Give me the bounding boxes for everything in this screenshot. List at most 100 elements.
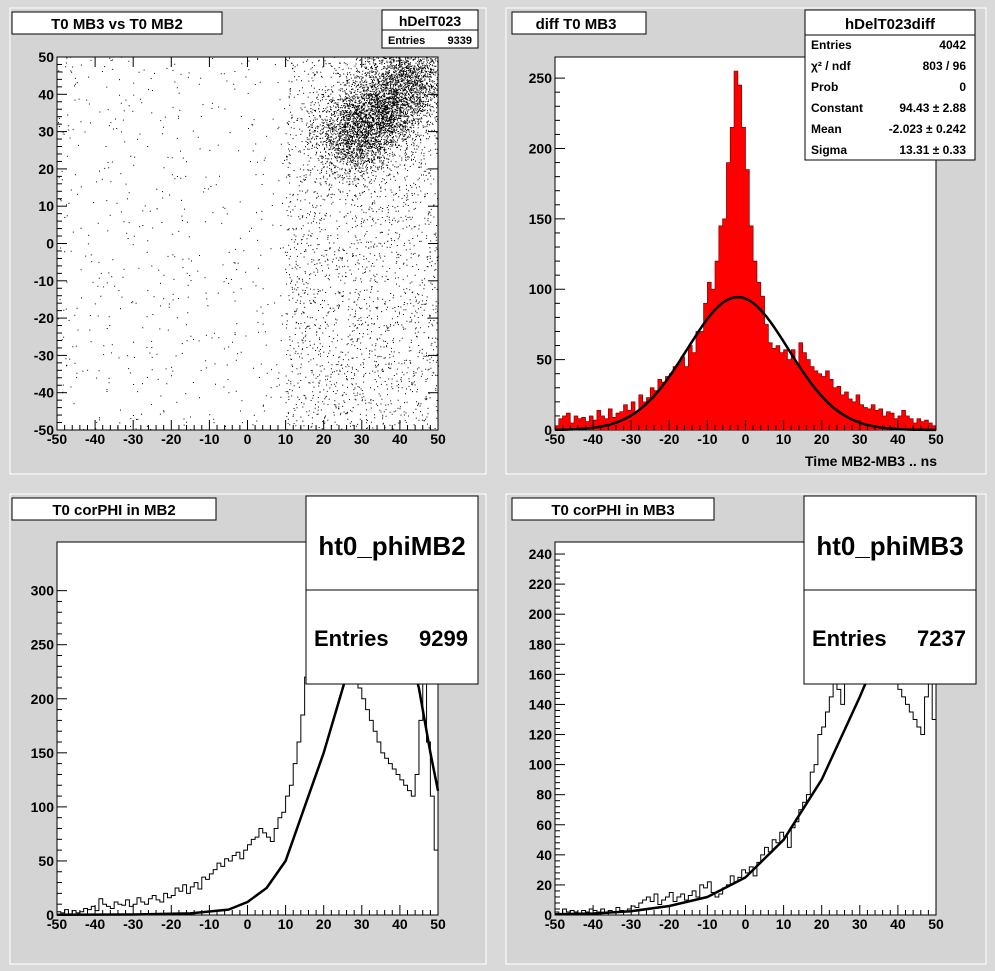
x-tick-label: 50 <box>928 431 944 447</box>
x-tick-label: 30 <box>354 916 370 932</box>
axes: -50 -40 -30 -20 -10 0 10 20 30 40 50 0 50 100 150 200 25… <box>529 70 944 447</box>
y-tick-label: 180 <box>529 636 553 652</box>
x-tick-label: 40 <box>392 431 408 447</box>
x-tick-label: -20 <box>161 431 181 447</box>
x-tick-label: -20 <box>659 916 679 932</box>
stats-box <box>803 495 977 591</box>
x-tick-label: 20 <box>814 431 830 447</box>
x-tick-label: -10 <box>697 431 717 447</box>
y-tick-label: 50 <box>536 352 552 368</box>
x-tick-label: -10 <box>199 431 219 447</box>
x-tick-label: 50 <box>430 431 446 447</box>
y-tick-label: 140 <box>529 696 553 712</box>
title-box <box>11 497 217 521</box>
y-tick-label: 200 <box>529 140 553 156</box>
stats-entries-label: Entries <box>388 35 425 47</box>
plot-area <box>56 56 439 431</box>
stats-row-label: Entries <box>811 38 852 52</box>
x-tick-label: 40 <box>392 916 408 932</box>
stats-name: hDelT023 <box>399 13 461 29</box>
x-tick-label: 20 <box>316 431 332 447</box>
x-tick-label: -30 <box>621 916 641 932</box>
y-tick-label: 0 <box>544 907 552 923</box>
x-tick-label: -30 <box>621 431 641 447</box>
stats-rows: Entries 4042 χ² / ndf 803 / 96 Prob 0 Constant… <box>811 38 966 157</box>
x-tick-label: -10 <box>199 916 219 932</box>
stats-entries-label: Entries <box>314 626 389 651</box>
x-tick-label: -50 <box>47 916 67 932</box>
y-tick-label: 20 <box>536 877 552 893</box>
x-tick-label: -20 <box>659 431 679 447</box>
y-tick-label: 220 <box>529 576 553 592</box>
y-tick-label: 40 <box>38 86 54 102</box>
y-tick-label: 250 <box>31 637 55 653</box>
stats-row-value: 4042 <box>939 38 966 52</box>
stats-box <box>305 495 479 591</box>
x-tick-label: -10 <box>697 916 717 932</box>
y-tick-label: 240 <box>529 546 553 562</box>
x-tick-label: -50 <box>545 916 565 932</box>
x-tick-label: 0 <box>742 431 750 447</box>
x-tick-label: -40 <box>583 916 603 932</box>
stats-entries-value: 9299 <box>419 626 468 651</box>
title-box <box>511 497 715 521</box>
chart-title: T0 corPHI in MB3 <box>551 502 674 519</box>
panel-phi-mb2: -50 -40 -30 -20 -10 0 10 20 30 40 50 0 50 100 150 200 25… <box>9 493 487 965</box>
stats-name: ht0_phiMB2 <box>318 531 465 561</box>
x-axis-label: Time MB2-MB3 .. ns <box>805 453 937 469</box>
axes: -50 -40 -30 -20 -10 0 10 20 30 40 50 -50 -40 -30 -20 -1… <box>34 49 446 447</box>
y-tick-label: 0 <box>46 907 54 923</box>
y-tick-label: 50 <box>38 853 54 869</box>
histogram-bars-path <box>554 70 937 430</box>
title-box <box>11 11 223 35</box>
x-tick-label: 40 <box>890 431 906 447</box>
y-tick-label: 40 <box>536 847 552 863</box>
stats-row-value: 0 <box>959 80 966 94</box>
y-tick-label: 300 <box>31 583 55 599</box>
y-tick-label: 120 <box>529 727 553 743</box>
stats-entries-value: 7237 <box>917 626 966 651</box>
y-tick-label: 0 <box>544 422 552 438</box>
stats-row-label: Mean <box>811 122 842 136</box>
stats-entries-value: 9339 <box>448 35 472 47</box>
x-tick-label: -50 <box>47 431 67 447</box>
y-tick-label: 200 <box>31 691 55 707</box>
stats-row-value: 803 / 96 <box>923 59 967 73</box>
y-tick-label: 100 <box>529 281 553 297</box>
histogram-bars <box>554 70 937 432</box>
x-tick-label: 50 <box>928 916 944 932</box>
x-tick-label: -30 <box>123 916 143 932</box>
y-tick-label: 0 <box>46 236 54 252</box>
y-tick-label: 20 <box>38 161 54 177</box>
y-tick-label: 150 <box>31 745 55 761</box>
x-tick-label: 50 <box>430 916 446 932</box>
x-tick-label: -50 <box>545 431 565 447</box>
x-tick-label: -40 <box>583 431 603 447</box>
panel-phi-mb3: -50 -40 -30 -20 -10 0 10 20 30 40 50 0 20 40 60 80 100 12… <box>505 493 987 965</box>
stats-row-value: -2.023 ± 0.242 <box>889 122 967 136</box>
axes: -50 -40 -30 -20 -10 0 10 20 30 40 50 0 20 40 60 80 100 12… <box>529 546 944 932</box>
x-tick-label: 0 <box>244 431 252 447</box>
x-tick-label: 20 <box>814 916 830 932</box>
fit-curve <box>555 295 936 432</box>
x-tick-label: 10 <box>278 431 294 447</box>
panel-scatter: -50 -40 -30 -20 -10 0 10 20 30 40 50 -50 -40 -30 -20 -1… <box>9 7 487 475</box>
stats-row-label: χ² / ndf <box>811 59 852 73</box>
chart-title: T0 corPHI in MB2 <box>52 502 175 519</box>
y-tick-label: -10 <box>34 273 54 289</box>
y-tick-label: -50 <box>34 422 54 438</box>
y-tick-label: 160 <box>529 666 553 682</box>
stats-row-label: Constant <box>811 101 863 115</box>
x-tick-label: 30 <box>852 431 868 447</box>
y-tick-label: 10 <box>38 198 54 214</box>
stats-row-label: Prob <box>811 80 838 94</box>
y-tick-label: 200 <box>529 606 553 622</box>
x-tick-label: -40 <box>85 431 105 447</box>
scatter-point-cloud <box>57 56 439 431</box>
y-tick-label: 30 <box>38 124 54 140</box>
chart-title: diff T0 MB3 <box>536 16 617 33</box>
y-tick-label: 100 <box>31 799 55 815</box>
y-tick-label: -30 <box>34 347 54 363</box>
x-tick-label: 10 <box>776 431 792 447</box>
stats-name: hDelT023diff <box>845 16 936 33</box>
